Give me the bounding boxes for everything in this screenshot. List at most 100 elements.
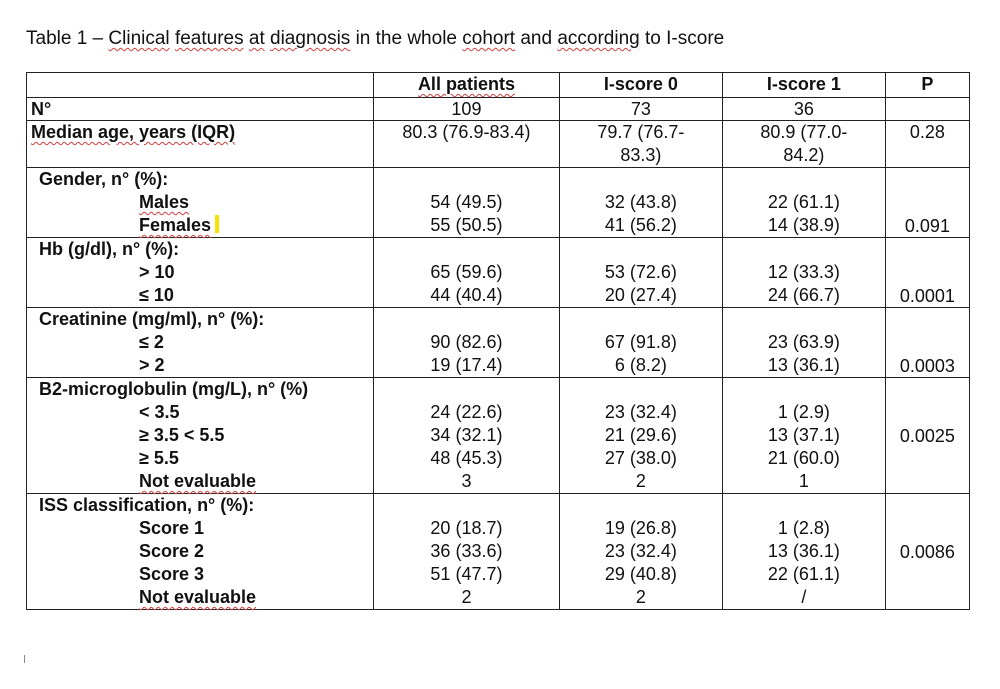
cell-p: 0.0003 — [884, 307, 971, 378]
cell-iscore-1: 36 — [721, 97, 886, 121]
value: 13 (37.1) — [767, 425, 840, 445]
group-row: ISS classification, n° (%): Score 1 Score … — [25, 493, 971, 610]
cell-iscore-0: 19 (26.8) 23 (32.4) 29 (40.8) 2 — [558, 493, 723, 610]
header-all-patients: All patients — [373, 72, 560, 98]
value: 20 (18.7) — [430, 518, 503, 538]
value: 53 (72.6) — [604, 262, 677, 282]
cell-iscore-1: 1 (2.9) 13 (37.1) 21 (60.0) 1 — [721, 377, 886, 494]
value: 20 (27.4) — [604, 285, 677, 305]
group-row: Hb (g/dl), n° (%): > 10 ≤ 10 65 (59.6) 44 (4… — [25, 237, 971, 308]
text-cursor-marker — [215, 215, 220, 233]
cell-all: 65 (59.6) 44 (40.4) — [373, 237, 560, 308]
caption-word: Clinical — [108, 28, 170, 49]
group-item-label: Not evaluable — [139, 471, 257, 491]
value: 22 (61.1) — [767, 192, 840, 212]
value: 6 (8.2) — [614, 355, 667, 375]
cell-iscore-1: 12 (33.3) 24 (66.7) — [721, 237, 886, 308]
group-title: Gender, n° (%): — [39, 169, 169, 189]
value: 55 (50.5) — [430, 215, 503, 235]
value: 27 (38.0) — [604, 448, 677, 468]
value: 2 — [461, 587, 472, 607]
value: 34 (32.1) — [430, 425, 503, 445]
value: 19 (17.4) — [430, 355, 503, 375]
value: 36 (33.6) — [430, 541, 503, 561]
value: 23 (63.9) — [767, 332, 840, 352]
caption-word: according — [557, 28, 640, 49]
value: 13 (36.1) — [767, 541, 840, 561]
cell-iscore-0: 73 — [558, 97, 723, 121]
group-item-label: Score 1 — [139, 518, 205, 538]
value: 48 (45.3) — [430, 448, 503, 468]
group-item-label: Score 2 — [139, 541, 205, 561]
value: 67 (91.8) — [604, 332, 677, 352]
cell-p: 0.0001 — [884, 237, 971, 308]
value: 23 (32.4) — [604, 402, 677, 422]
group-title: ISS classification, n° (%): — [39, 495, 255, 515]
value: / — [801, 587, 807, 607]
value: 21 (60.0) — [767, 448, 840, 468]
header-row: All patients I-score 0 I-score 1 P — [25, 72, 971, 98]
cell-iscore-0: 67 (91.8) 6 (8.2) — [558, 307, 723, 378]
group-item-label: < 3.5 — [139, 402, 180, 422]
caption-prefix: Table 1 – — [26, 28, 109, 49]
value: 21 (29.6) — [604, 425, 677, 445]
caption-word: diagnosis — [270, 28, 351, 49]
cell-p: 0.0086 — [884, 493, 971, 610]
cell-all: 90 (82.6) 19 (17.4) — [373, 307, 560, 378]
header-p: P — [884, 72, 971, 98]
cell-p: 0.091 — [884, 167, 971, 238]
value: 23 (32.4) — [604, 541, 677, 561]
value: 90 (82.6) — [430, 332, 503, 352]
value: 65 (59.6) — [430, 262, 503, 282]
group-item-label: > 10 — [139, 262, 175, 282]
age-row: Median age, years (IQR) 80.3 (76.9-83.4)… — [25, 120, 971, 168]
value: 19 (26.8) — [604, 518, 677, 538]
group-row: Gender, n° (%): Males Females 54 (49.5) 55 (… — [25, 167, 971, 238]
header-iscore-0: I-score 0 — [558, 72, 723, 98]
group-item-label: ≤ 2 — [139, 332, 164, 352]
value: 12 (33.3) — [767, 262, 840, 282]
value: 32 (43.8) — [604, 192, 677, 212]
group-item-label: > 2 — [139, 355, 165, 375]
cell-iscore-1: 80.9 (77.0- 84.2) — [721, 120, 886, 168]
value: 41 (56.2) — [604, 215, 677, 235]
value: 14 (38.9) — [767, 215, 840, 235]
value: 3 — [461, 471, 472, 491]
value: 24 (66.7) — [767, 285, 840, 305]
group-item-label: Score 3 — [139, 564, 205, 584]
caption-word: and — [520, 28, 553, 49]
value: 1 (2.8) — [777, 518, 830, 538]
table-caption: Table 1 – Clinical features at diagnosis… — [26, 28, 724, 50]
caption-word: at — [248, 28, 265, 49]
group-label-cell: Gender, n° (%): Males Females — [25, 167, 375, 238]
value: 51 (47.7) — [430, 564, 503, 584]
group-label-cell: ISS classification, n° (%): Score 1 Score … — [25, 493, 375, 610]
caption-word: in the whole — [355, 28, 457, 49]
cell-p — [884, 97, 971, 121]
caption-word: features — [174, 28, 244, 49]
group-item-label: Not evaluable — [139, 587, 257, 607]
header-cell-empty — [25, 72, 375, 98]
group-label-cell: B2-microglobulin (mg/L), n° (%) < 3.5 ≥ 3.… — [25, 377, 375, 494]
n-row: N° 109 73 36 — [25, 97, 971, 121]
group-item-label: ≥ 5.5 — [139, 448, 179, 468]
cell-all: 109 — [373, 97, 560, 121]
value: 44 (40.4) — [430, 285, 503, 305]
group-item-label: Males — [139, 192, 190, 212]
cell-iscore-0: 23 (32.4) 21 (29.6) 27 (38.0) 2 — [558, 377, 723, 494]
cell-all: 80.3 (76.9-83.4) — [373, 120, 560, 168]
cell-all: 24 (22.6) 34 (32.1) 48 (45.3) 3 — [373, 377, 560, 494]
group-row: Creatinine (mg/ml), n° (%): ≤ 2 > 2 90 (82.… — [25, 307, 971, 378]
clinical-features-table: All patients I-score 0 I-score 1 P N° 10… — [25, 72, 971, 610]
group-title: B2-microglobulin (mg/L), n° (%) — [39, 379, 309, 399]
group-label-cell: Hb (g/dl), n° (%): > 10 ≤ 10 — [25, 237, 375, 308]
value: 2 — [635, 471, 646, 491]
cell-p: 0.28 — [884, 120, 971, 168]
group-item-label: Females — [31, 214, 369, 237]
cell-p: 0.0025 — [884, 377, 971, 494]
cell-iscore-1: 22 (61.1) 14 (38.9) — [721, 167, 886, 238]
cell-all: 54 (49.5) 55 (50.5) — [373, 167, 560, 238]
cell-iscore-1: 23 (63.9) 13 (36.1) — [721, 307, 886, 378]
row-label: Median age, years (IQR) — [25, 120, 375, 168]
